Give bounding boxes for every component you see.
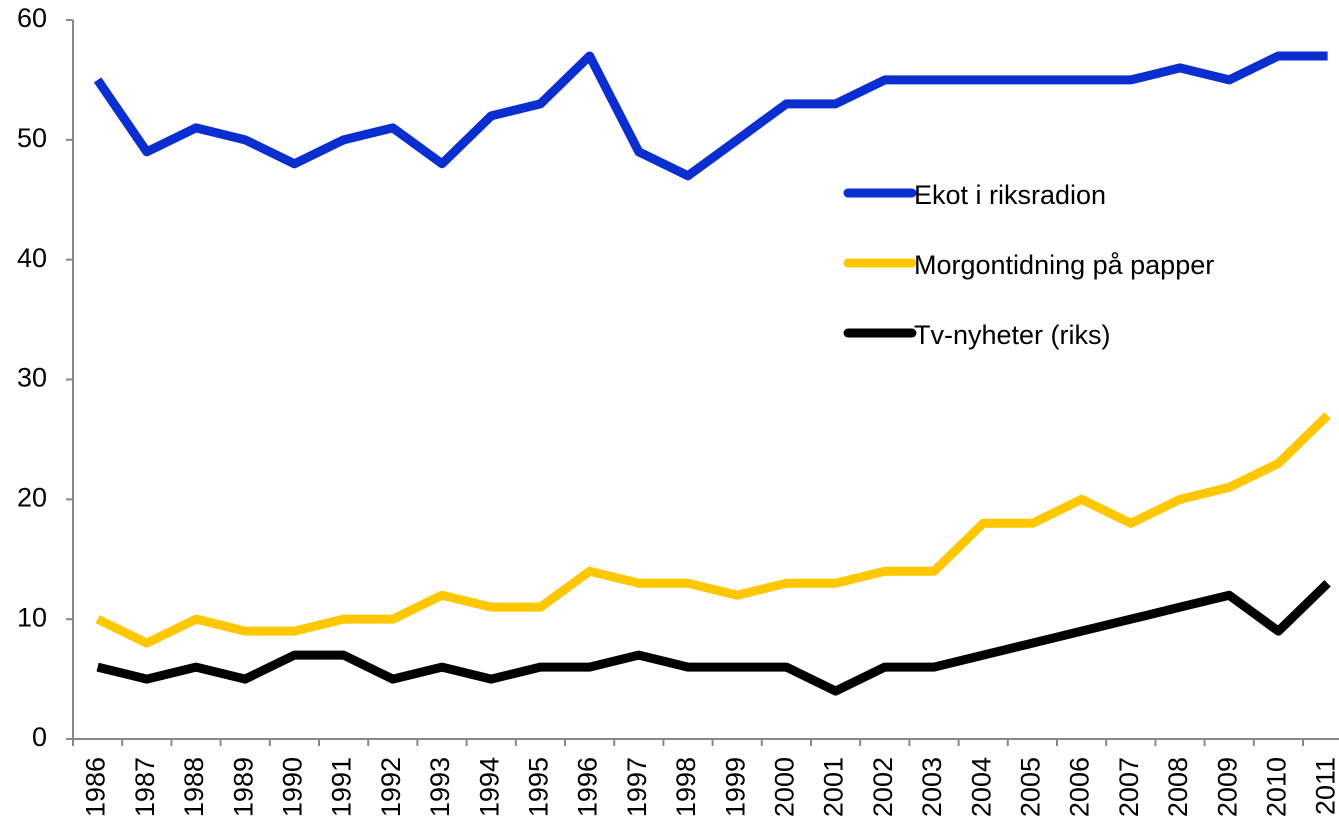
x-tick-label: 1999	[720, 757, 750, 817]
x-tick-label: 2011	[1311, 757, 1339, 815]
x-tick-label: 2010	[1262, 757, 1292, 817]
line-series	[96, 579, 1331, 696]
legend-label: Tv-nyheter (riks)	[914, 320, 1111, 350]
y-tick-label: 50	[17, 123, 47, 153]
legend-label: Ekot i riksradion	[914, 180, 1106, 210]
x-tick-label: 1986	[81, 757, 111, 817]
y-tick-label: 40	[17, 243, 47, 273]
x-tick-label: 1997	[622, 757, 652, 817]
x-tick-label: 2007	[1114, 757, 1144, 817]
x-tick-label: 2000	[770, 757, 800, 817]
legend-label: Morgontidning på papper	[914, 250, 1214, 280]
x-tick-label: 1995	[524, 757, 554, 817]
x-tick-label: 2004	[966, 757, 996, 817]
x-tick-label: 2008	[1163, 757, 1193, 817]
line-series	[93, 51, 1328, 181]
y-tick-label: 0	[32, 722, 47, 752]
y-tick-label: 60	[17, 3, 47, 33]
x-tick-label: 1994	[474, 757, 504, 817]
x-tick-label: 2005	[1016, 757, 1046, 817]
y-tick-label: 20	[17, 482, 47, 512]
y-tick-label: 10	[17, 602, 47, 632]
x-tick-label: 1990	[278, 757, 308, 817]
x-tick-label: 2003	[917, 757, 947, 817]
x-tick-label: 1998	[671, 757, 701, 817]
x-tick-label: 1996	[573, 757, 603, 817]
x-tick-label: 1989	[228, 757, 258, 817]
x-tick-label: 1991	[327, 757, 357, 817]
x-tick-label: 2009	[1212, 757, 1242, 817]
y-tick-label: 30	[17, 363, 47, 393]
x-tick-label: 1987	[130, 757, 160, 817]
x-tick-label: 2002	[868, 757, 898, 817]
x-tick-label: 2001	[819, 757, 849, 817]
x-tick-label: 2006	[1065, 757, 1095, 817]
x-tick-label: 1988	[179, 757, 209, 817]
x-tick-label: 1992	[376, 757, 406, 817]
x-tick-label: 1993	[425, 757, 455, 817]
line-series	[95, 412, 1331, 648]
